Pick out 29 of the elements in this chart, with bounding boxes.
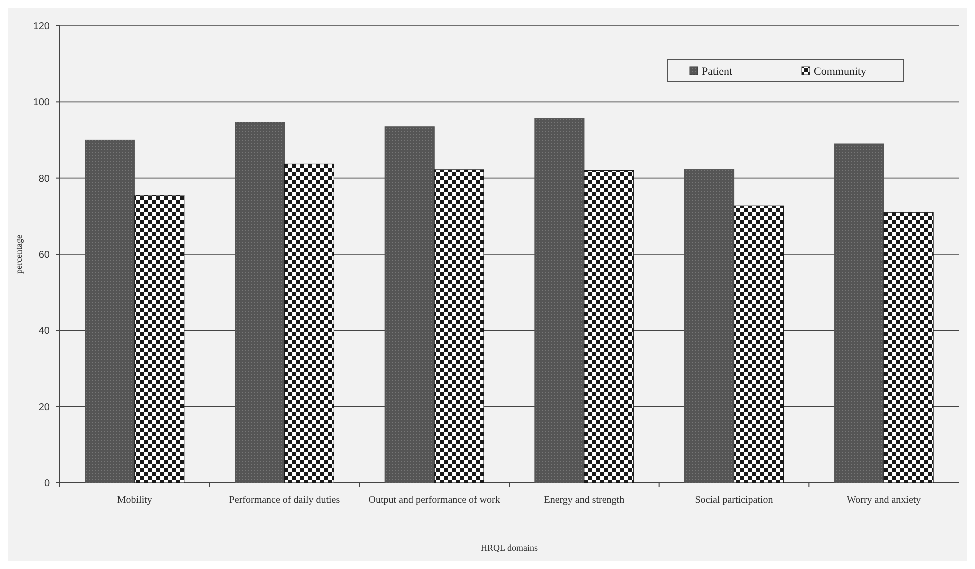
legend-label: Patient — [702, 66, 733, 78]
y-tick-label: 0 — [44, 478, 50, 490]
bar — [235, 122, 286, 484]
x-tick-label: Mobility — [117, 495, 152, 506]
bar — [734, 206, 784, 484]
bar — [85, 140, 136, 484]
bar — [834, 144, 884, 484]
y-tick-label: 60 — [38, 250, 50, 261]
bar — [534, 118, 585, 484]
y-axis-title: percentage — [14, 235, 24, 274]
x-axis-title: HRQL domains — [481, 543, 538, 553]
x-tick-label: Social participation — [695, 495, 774, 506]
x-tick-label: Energy and strength — [544, 495, 625, 506]
bar — [584, 170, 634, 484]
bar — [384, 126, 435, 484]
y-tick-label: 80 — [38, 174, 50, 185]
bar — [434, 170, 484, 484]
y-tick-label: 120 — [33, 22, 50, 32]
bar — [884, 212, 934, 484]
y-tick-label: 100 — [33, 98, 50, 109]
bar — [684, 169, 735, 484]
y-tick-label: 40 — [38, 326, 50, 338]
bar — [134, 195, 185, 484]
x-tick-label: Performance of daily duties — [229, 495, 340, 506]
legend-label: Community — [814, 66, 868, 78]
y-tick-label: 20 — [38, 402, 50, 414]
x-tick-label: Output and performance of work — [368, 495, 500, 506]
bar — [284, 164, 334, 484]
x-tick-label: Worry and anxiety — [846, 495, 922, 506]
